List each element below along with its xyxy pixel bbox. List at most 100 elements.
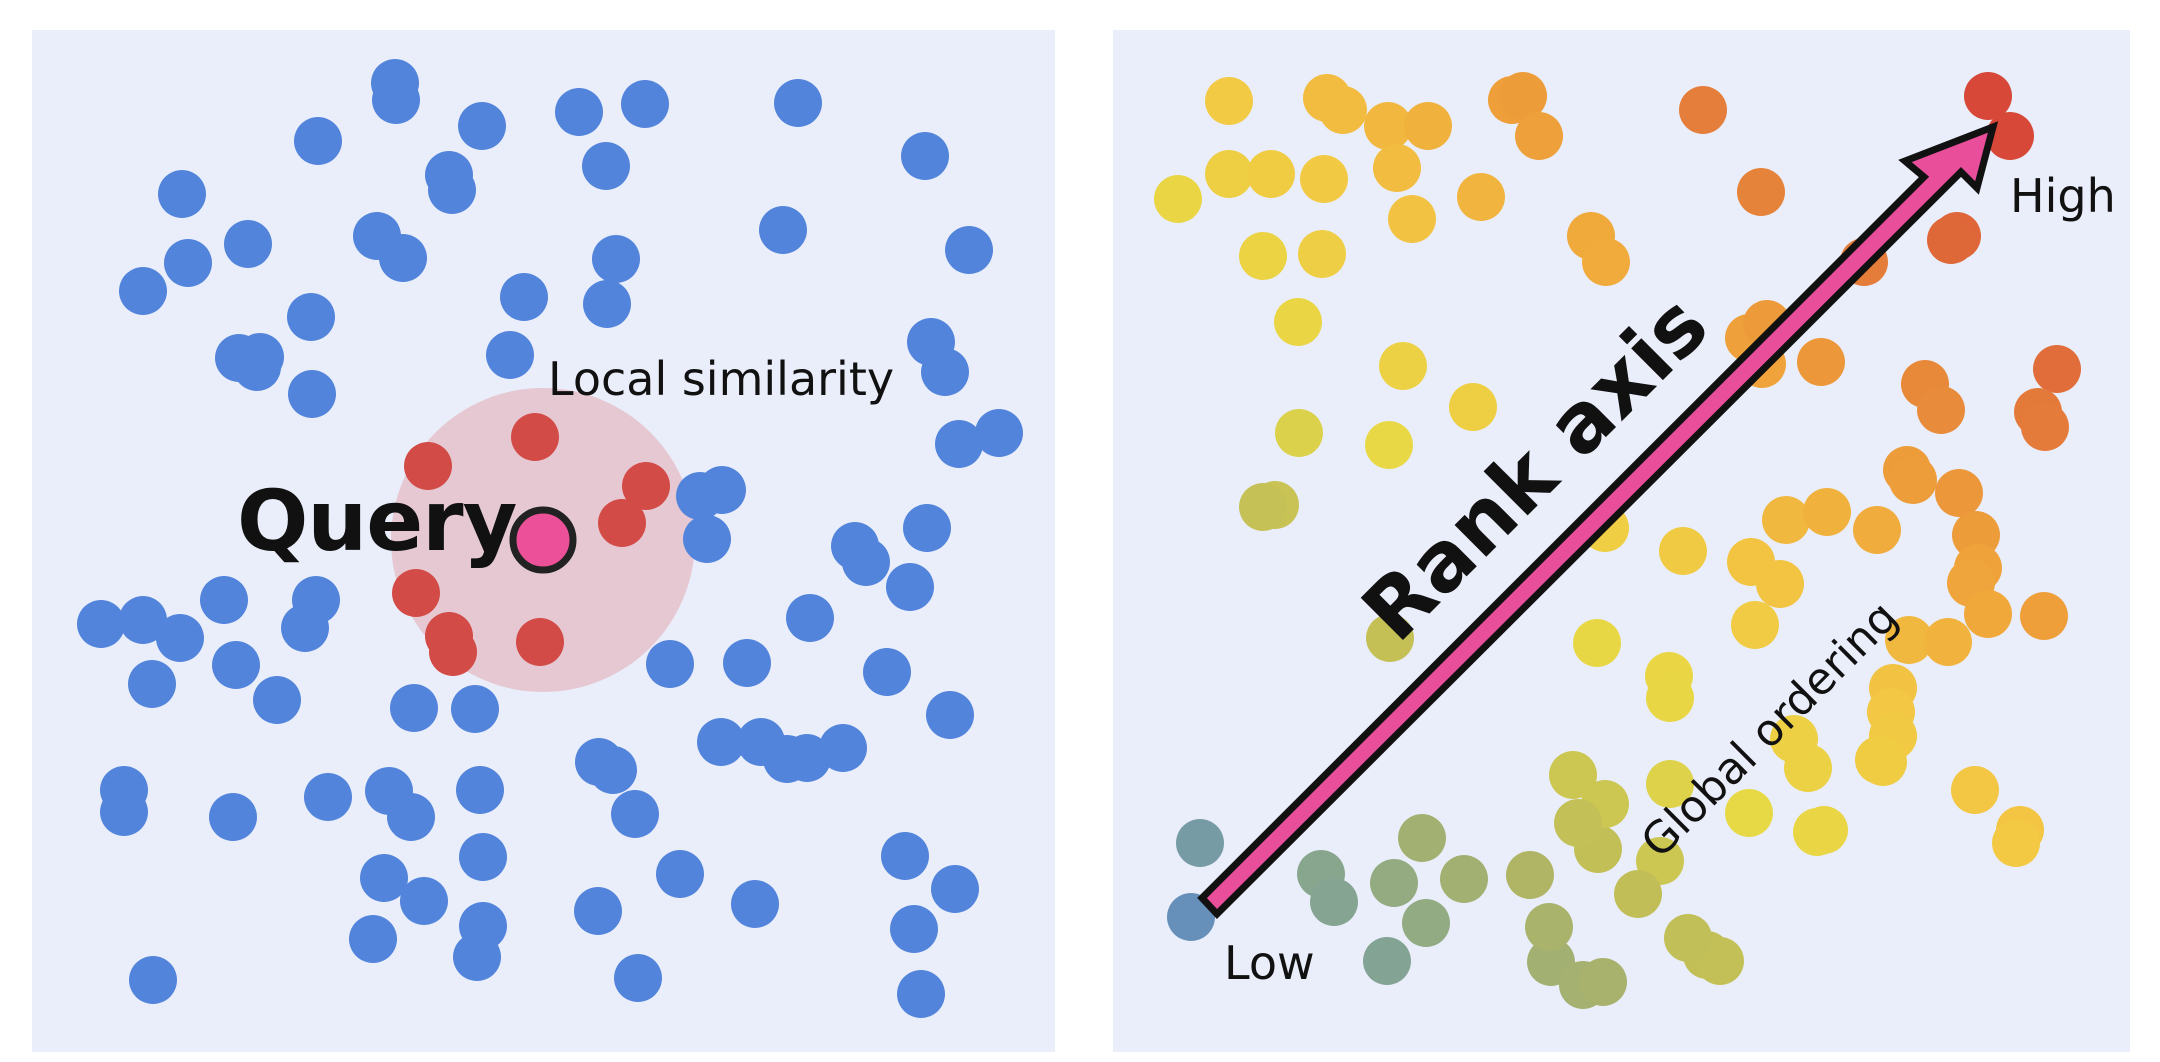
data-point xyxy=(931,865,979,913)
ranked-point xyxy=(1205,150,1253,198)
data-point xyxy=(281,604,329,652)
ranked-point xyxy=(1803,488,1851,536)
ranked-point xyxy=(1275,409,1323,457)
data-point xyxy=(129,956,177,1004)
data-point xyxy=(614,954,662,1002)
data-point xyxy=(456,766,504,814)
ranked-point xyxy=(1964,590,2012,638)
data-point xyxy=(451,685,499,733)
data-point xyxy=(901,132,949,180)
ranked-point xyxy=(1646,760,1694,808)
right-points-group xyxy=(1154,72,2081,1009)
ranked-point xyxy=(1366,614,1414,662)
ranked-point xyxy=(1889,456,1937,504)
data-point xyxy=(683,515,731,563)
ranked-point xyxy=(1373,144,1421,192)
data-point xyxy=(786,594,834,642)
ranked-point xyxy=(1582,238,1630,286)
ranked-point xyxy=(1935,469,1983,517)
data-point xyxy=(458,102,506,150)
ranked-point xyxy=(1404,102,1452,150)
data-point xyxy=(100,788,148,836)
data-point xyxy=(390,684,438,732)
ranked-point xyxy=(1770,715,1818,763)
data-point xyxy=(697,718,745,766)
data-point xyxy=(783,734,831,782)
ranked-point xyxy=(1379,342,1427,390)
data-point xyxy=(200,576,248,624)
data-point xyxy=(156,614,204,662)
ranked-point xyxy=(1506,851,1554,899)
ranked-point xyxy=(1859,738,1907,786)
data-point xyxy=(903,504,951,552)
data-point xyxy=(926,691,974,739)
ranked-point xyxy=(1646,674,1694,722)
data-point xyxy=(589,746,637,794)
data-point xyxy=(500,273,548,321)
data-point xyxy=(164,239,212,287)
data-point xyxy=(656,850,704,898)
ranked-point xyxy=(1370,859,1418,907)
neighbor-points-group xyxy=(392,413,670,676)
ranked-point xyxy=(1664,914,1712,962)
data-point xyxy=(360,854,408,902)
ranked-point xyxy=(1659,527,1707,575)
ranked-point xyxy=(1176,819,1224,867)
data-point xyxy=(387,793,435,841)
ranked-point xyxy=(1205,77,1253,125)
data-point xyxy=(774,79,822,127)
neighbor-point xyxy=(598,499,646,547)
data-point xyxy=(486,331,534,379)
ranked-point xyxy=(1992,819,2040,867)
ranked-point xyxy=(1363,937,1411,985)
data-point xyxy=(253,676,301,724)
data-point xyxy=(646,640,694,688)
data-point xyxy=(731,880,779,928)
data-point xyxy=(698,466,746,514)
data-point xyxy=(212,641,260,689)
data-point xyxy=(897,970,945,1018)
high-label: High xyxy=(2010,169,2116,223)
rank-axis-arrow xyxy=(1197,121,1999,920)
ranked-point xyxy=(1364,102,1412,150)
ranked-point xyxy=(2021,403,2069,451)
local-similarity-label: Local similarity xyxy=(548,352,894,406)
neighbor-point xyxy=(429,628,477,676)
ranked-point xyxy=(1579,958,1627,1006)
ranked-point xyxy=(1737,168,1785,216)
data-point xyxy=(224,220,272,268)
data-point xyxy=(842,538,890,586)
ranked-point xyxy=(2020,592,2068,640)
data-point xyxy=(583,280,631,328)
data-point xyxy=(158,170,206,218)
ranked-point xyxy=(1274,298,1322,346)
data-point xyxy=(459,833,507,881)
ranked-point xyxy=(2033,345,2081,393)
data-point xyxy=(288,370,336,418)
ranked-point xyxy=(1398,814,1446,862)
ranked-point xyxy=(1800,806,1848,854)
ranked-point xyxy=(1515,112,1563,160)
data-point xyxy=(555,88,603,136)
ranked-point xyxy=(1917,386,1965,434)
data-point xyxy=(349,915,397,963)
data-point xyxy=(582,142,630,190)
neighbor-point xyxy=(404,442,452,490)
neighbor-point xyxy=(511,413,559,461)
data-point xyxy=(574,887,622,935)
ranked-point xyxy=(1247,150,1295,198)
ranked-point xyxy=(1440,855,1488,903)
data-point xyxy=(759,206,807,254)
data-point xyxy=(890,905,938,953)
data-point xyxy=(886,563,934,611)
neighbor-point xyxy=(516,618,564,666)
data-point xyxy=(119,267,167,315)
ranked-point xyxy=(1679,86,1727,134)
ranked-point xyxy=(1731,601,1779,649)
ranked-point xyxy=(1554,799,1602,847)
ranked-point xyxy=(1853,506,1901,554)
ranked-point xyxy=(1927,216,1975,264)
data-point xyxy=(119,596,167,644)
ranked-point xyxy=(1762,496,1810,544)
